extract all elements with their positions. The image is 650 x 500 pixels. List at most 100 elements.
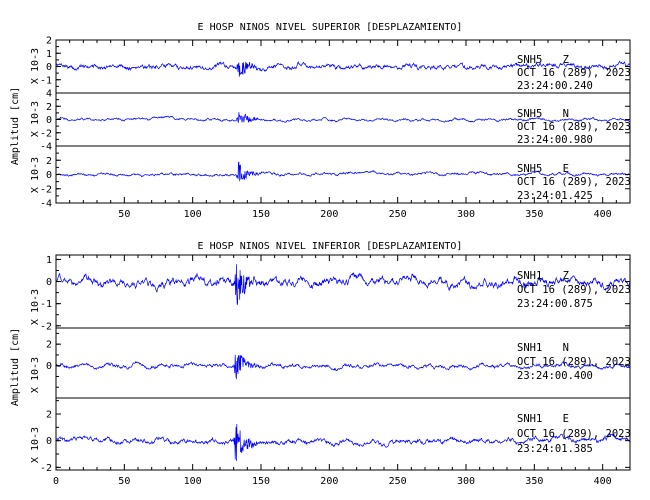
component-code: E (563, 413, 569, 425)
panel-snh1-e: -2 0 2 X 10-3 SNH1 E OCT 16 (289), 2023 23… (30, 397, 631, 474)
y-tick-label: 0 (46, 115, 52, 126)
y-axis-ticks: -4 -2 0 2 4 (40, 89, 630, 153)
station-label: SNH5 Z (517, 54, 569, 66)
station-code: SNH1 (517, 342, 542, 354)
y-axis-label: Amplitud [cm] (10, 328, 21, 406)
x-tick-label: 200 (320, 476, 338, 487)
scale-label: X 10-3 (30, 427, 41, 463)
y-tick-label: 0 (46, 277, 52, 288)
component-code: E (563, 163, 569, 175)
scale-label: X 10-3 (30, 101, 41, 137)
x-tick-label: 350 (525, 209, 543, 220)
waveform-trace (55, 161, 631, 182)
x-tick-label: 200 (320, 209, 338, 220)
y-tick-label: 0 (46, 62, 52, 73)
y-tick-label: 0 (46, 170, 52, 181)
y-tick-label: 1 (46, 49, 52, 60)
chart-title: E HOSP NINOS NIVEL SUPERIOR [DESPLAZAMIE… (198, 22, 463, 33)
date-label: OCT 16 (289), 2023 (517, 176, 631, 188)
x-tick-label: 300 (457, 209, 475, 220)
x-tick-label: 150 (252, 209, 270, 220)
x-tick-label: 250 (389, 476, 407, 487)
date-label: OCT 16 (289), 2023 (517, 121, 631, 133)
y-tick-label: -2 (40, 128, 52, 139)
chart-title: E HOSP NINOS NIVEL INFERIOR [DESPLAZAMIE… (198, 241, 463, 252)
x-axis-ticks: 50 100 150 200 250 300 350 400 (55, 40, 631, 220)
y-axis-ticks: 02 (46, 332, 630, 399)
scale-label: X 10-3 (30, 157, 41, 193)
station-code: SNH5 (517, 163, 542, 175)
waveform-trace (55, 60, 631, 77)
y-axis-ticks: -2 -1 0 1 (40, 255, 630, 332)
panel-snh1-z: -2-101 X 10-3 SNH1 Z OCT 16 (289), 2023 … (30, 254, 631, 332)
time-label: 23:24:00.400 (517, 370, 593, 382)
waveform-trace (55, 112, 631, 123)
y-tick-label: -4 (40, 142, 52, 153)
scale-label: X 10-3 (30, 289, 41, 325)
component-code: Z (563, 54, 569, 66)
station-code: SNH1 (517, 270, 542, 282)
x-tick-label: 100 (184, 476, 202, 487)
station-label: SNH1 E (517, 413, 569, 425)
y-tick-label: -4 (40, 199, 52, 210)
y-tick-label: -1 (40, 75, 52, 86)
y-tick-label: 2 (46, 36, 52, 47)
x-tick-label: 50 (118, 476, 130, 487)
y-axis-ticks: -4 -2 0 2 (40, 145, 630, 210)
component-code: Z (563, 270, 569, 282)
x-tick-label: 300 (457, 476, 475, 487)
y-axis-ticks: -2 0 2 (40, 400, 630, 474)
y-tick-label: 0 (46, 436, 52, 447)
y-tick-label: 0 (46, 361, 52, 372)
station-code: SNH5 (517, 108, 542, 120)
time-label: 23:24:01.425 (517, 190, 593, 202)
component-code: N (563, 108, 569, 120)
y-tick-label: 2 (46, 102, 52, 113)
panel-snh5-z: -1 0 1 2 X 10-3 SNH5 Z OCT 16 (289), 2023 2… (30, 36, 631, 94)
date-label: OCT 16 (289), 2023 (517, 428, 631, 440)
station-label: SNH1 Z (517, 270, 569, 282)
x-tick-label: 350 (525, 476, 543, 487)
x-tick-label: 0 (53, 476, 59, 487)
y-axis-label: Amplitud [cm] (10, 87, 21, 165)
y-tick-label: 2 (46, 410, 52, 421)
time-label: 23:24:00.875 (517, 298, 593, 310)
station-code: SNH1 (517, 413, 542, 425)
x-tick-label: 100 (184, 209, 202, 220)
x-tick-label: 150 (252, 476, 270, 487)
y-tick-label: 2 (46, 340, 52, 351)
date-label: OCT 16 (289), 2023 (517, 67, 631, 79)
y-tick-label: -1 (40, 299, 52, 310)
scale-label: X 10-3 (30, 357, 41, 393)
scale-label: X 10-3 (30, 48, 41, 84)
station-label: SNH1 N (517, 342, 569, 354)
waveform-trace (55, 264, 631, 306)
chart-inferior: E HOSP NINOS NIVEL INFERIOR [DESPLAZAMIE… (10, 241, 631, 487)
x-tick-label: 400 (594, 476, 612, 487)
y-tick-label: -2 (40, 321, 52, 332)
chart-superior: E HOSP NINOS NIVEL SUPERIOR [DESPLAZAMIE… (10, 22, 631, 220)
y-tick-label: 4 (46, 89, 52, 100)
component-code: N (563, 342, 569, 354)
time-label: 23:24:01.385 (517, 443, 593, 455)
panel-snh5-e: -4-202 X 10-3 SNH5 E OCT 16 (289), 2023 … (30, 145, 631, 210)
station-label: SNH5 E (517, 163, 569, 175)
x-axis-ticks: 0 50 100 150 200 250 300 350 400 (53, 255, 631, 487)
waveform-trace (55, 423, 631, 462)
time-label: 23:24:00.980 (517, 134, 593, 146)
x-tick-label: 50 (118, 209, 130, 220)
date-label: OCT 16 (289), 2023 (517, 284, 631, 296)
station-code: SNH5 (517, 54, 542, 66)
y-tick-label: -2 (40, 463, 52, 474)
x-tick-label: 250 (389, 209, 407, 220)
y-tick-label: 1 (46, 255, 52, 266)
panel-snh1-n: 02 X 10-3 SNH1 N OCT 16 (289), 2023 23:2… (30, 327, 631, 399)
date-label: OCT 16 (289), 2023 (517, 356, 631, 368)
y-tick-label: 2 (46, 156, 52, 167)
x-tick-label: 400 (594, 209, 612, 220)
panel-snh5-n: -4 -2 0 2 4 X 10-3 SNH5 N OCT 16 (289), 2023… (30, 89, 631, 153)
y-tick-label: -2 (40, 184, 52, 195)
station-label: SNH5 N (517, 108, 569, 120)
waveform-trace (55, 354, 631, 380)
